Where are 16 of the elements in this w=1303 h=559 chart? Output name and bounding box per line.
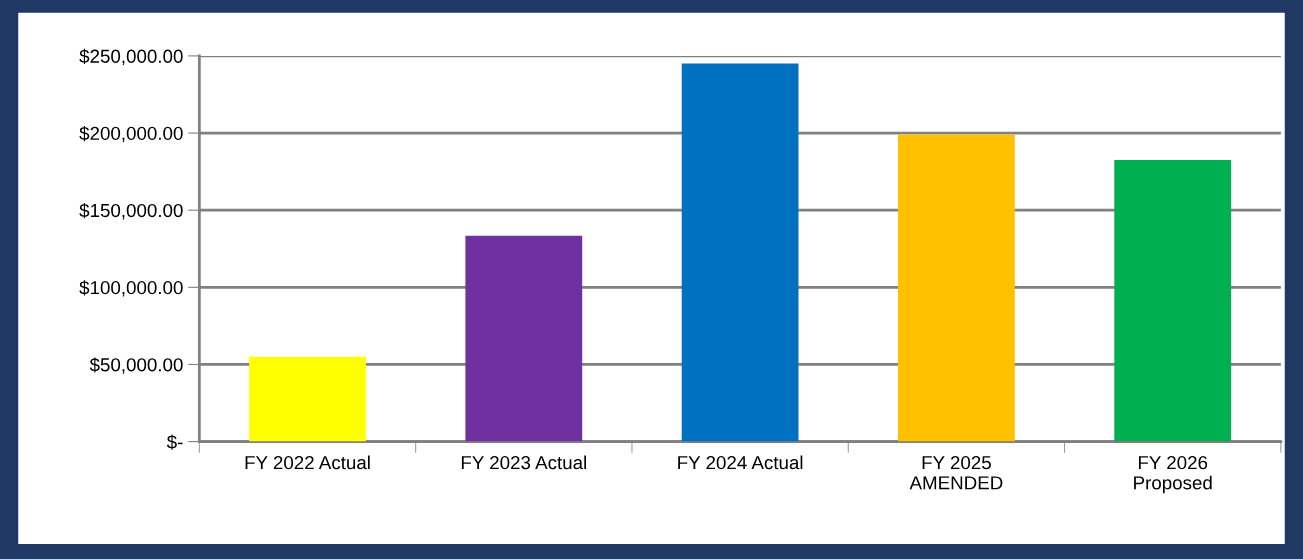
y-tick-label: $250,000.00 bbox=[79, 48, 183, 66]
bar bbox=[898, 134, 1015, 442]
bar bbox=[681, 63, 799, 442]
x-tick-label: FY 2025 AMENDED bbox=[909, 455, 1003, 490]
bar bbox=[1114, 160, 1232, 442]
x-tick-label: FY 2022 Actual bbox=[245, 455, 370, 470]
x-tick-label: FY 2024 Actual bbox=[678, 455, 803, 470]
y-tick-label: $- bbox=[166, 434, 183, 450]
y-tick-label: $50,000.00 bbox=[89, 357, 183, 374]
y-tick-label: $200,000.00 bbox=[79, 125, 183, 143]
x-tick-label: FY 2026 Proposed bbox=[1134, 455, 1212, 494]
x-tick-label: FY 2023 Actual bbox=[461, 455, 586, 470]
bar bbox=[249, 356, 366, 442]
y-tick-label: $100,000.00 bbox=[79, 280, 183, 297]
y-tick-label: $150,000.00 bbox=[79, 203, 183, 220]
bar bbox=[465, 235, 583, 442]
